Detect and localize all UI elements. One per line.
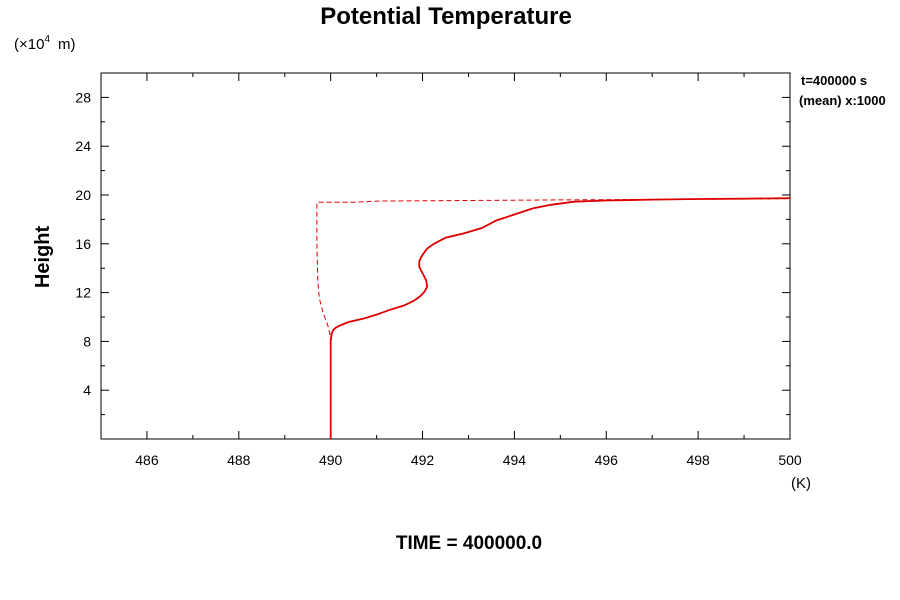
y-tick-label: 8 [83, 333, 91, 349]
mean-annotation: (mean) x:1000 [799, 93, 886, 108]
y-axis-unit-prefix: (×10 [14, 36, 44, 53]
y-tick-label: 12 [75, 285, 91, 301]
solid-series-line [329, 197, 791, 439]
y-tick-label: 16 [75, 236, 91, 252]
x-axis-unit: (K) [791, 475, 811, 492]
x-tick-label: 486 [135, 452, 159, 468]
x-tick-label: 496 [595, 452, 619, 468]
time-footer: TIME = 400000.0 [396, 533, 542, 554]
chart-title: Potential Temperature [320, 3, 572, 30]
x-tick-label: 492 [411, 452, 435, 468]
x-tick-label: 494 [503, 452, 527, 468]
y-axis-unit-exponent: 4 [44, 34, 50, 45]
y-tick-label: 28 [75, 89, 91, 105]
x-tick-label: 488 [227, 452, 251, 468]
y-tick-label: 20 [75, 187, 91, 203]
x-tick-label: 498 [686, 452, 710, 468]
y-axis-label: Height [32, 226, 54, 289]
y-axis-unit-suffix: m) [58, 36, 76, 53]
x-tick-label: 500 [778, 452, 802, 468]
y-tick-label: 4 [83, 382, 91, 398]
dashed-series-line [316, 198, 791, 439]
plot-area: 486 488 490 492 494 496 498 500 4 8 12 16 20 24 28 [75, 72, 802, 468]
x-tick-label: 490 [319, 452, 343, 468]
y-axis-unit: (×104 m) [14, 34, 76, 53]
y-tick-label: 24 [75, 138, 91, 154]
time-annotation: t=400000 s [801, 73, 867, 88]
plot-frame [100, 72, 791, 440]
